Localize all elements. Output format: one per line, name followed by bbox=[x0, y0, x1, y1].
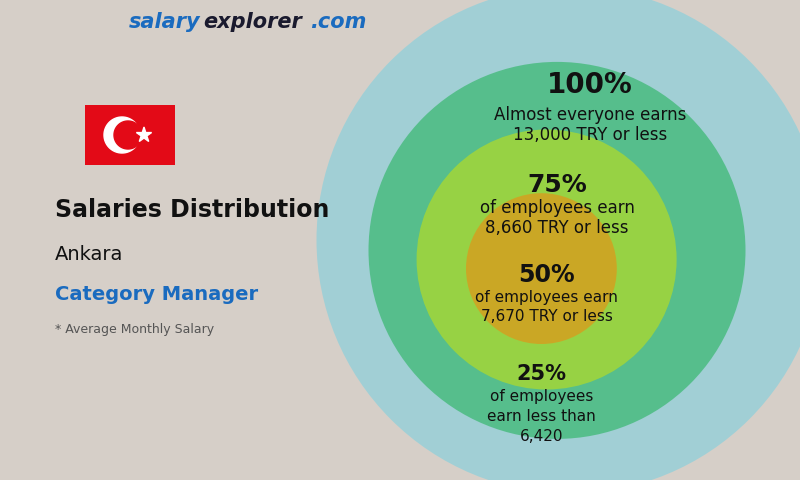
Text: Almost everyone earns: Almost everyone earns bbox=[494, 106, 686, 124]
Text: 50%: 50% bbox=[518, 263, 575, 287]
Text: Ankara: Ankara bbox=[55, 245, 123, 264]
Text: Category Manager: Category Manager bbox=[55, 286, 258, 304]
Ellipse shape bbox=[466, 193, 617, 344]
Text: 25%: 25% bbox=[517, 364, 566, 384]
Text: explorer: explorer bbox=[203, 12, 302, 32]
Text: salary: salary bbox=[128, 12, 200, 32]
Polygon shape bbox=[114, 121, 142, 149]
Text: Salaries Distribution: Salaries Distribution bbox=[55, 198, 330, 222]
Text: .com: .com bbox=[310, 12, 366, 32]
Polygon shape bbox=[136, 127, 152, 142]
Polygon shape bbox=[104, 117, 140, 153]
Ellipse shape bbox=[369, 62, 746, 439]
Text: 8,660 TRY or less: 8,660 TRY or less bbox=[486, 219, 629, 238]
Text: 100%: 100% bbox=[547, 71, 633, 99]
Text: 7,670 TRY or less: 7,670 TRY or less bbox=[481, 309, 613, 324]
Text: of employees earn: of employees earn bbox=[479, 199, 634, 217]
Text: earn less than: earn less than bbox=[487, 409, 596, 424]
Text: 6,420: 6,420 bbox=[520, 429, 563, 444]
Text: of employees: of employees bbox=[490, 389, 593, 404]
Ellipse shape bbox=[317, 0, 800, 480]
Text: * Average Monthly Salary: * Average Monthly Salary bbox=[55, 324, 214, 336]
Ellipse shape bbox=[417, 130, 677, 389]
FancyBboxPatch shape bbox=[85, 105, 175, 165]
Text: of employees earn: of employees earn bbox=[475, 290, 618, 305]
Text: 75%: 75% bbox=[527, 173, 587, 197]
Text: 13,000 TRY or less: 13,000 TRY or less bbox=[513, 126, 667, 144]
